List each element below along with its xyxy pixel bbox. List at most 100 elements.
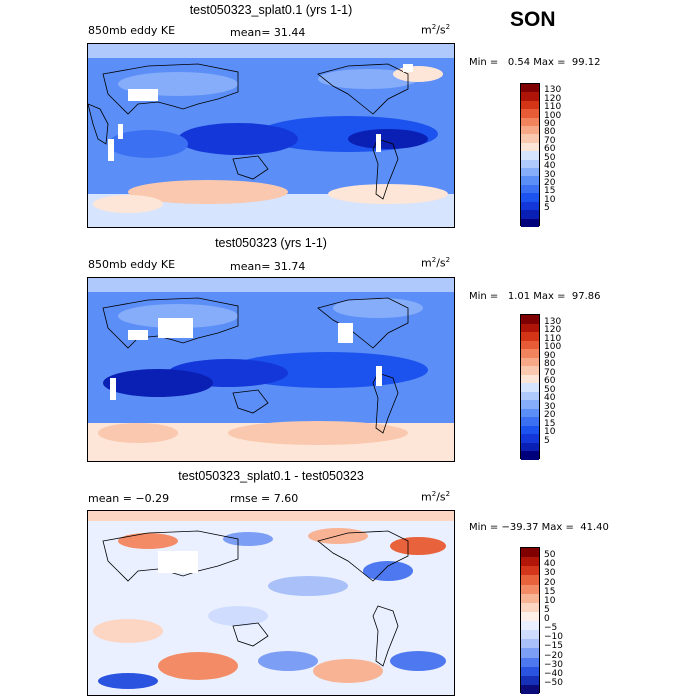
colorbar-swatch <box>521 151 539 160</box>
panel1-colorbar <box>520 83 540 227</box>
colorbar-tick-label: 60 <box>544 144 556 155</box>
colorbar-swatch <box>521 210 539 219</box>
colorbar-tick-label: 5 <box>544 435 550 446</box>
colorbar-swatch <box>521 218 539 227</box>
panel2-title: test050323 (yrs 1-1) <box>215 236 327 250</box>
colorbar-swatch <box>521 340 539 350</box>
colorbar-tick-label: 120 <box>544 93 562 104</box>
panel1-map <box>87 43 455 228</box>
colorbar-tick-label: 120 <box>544 325 562 336</box>
colorbar-swatch <box>521 639 539 649</box>
colorbar-tick-label: 80 <box>544 359 556 370</box>
colorbar-swatch <box>521 374 539 384</box>
colorbar-swatch <box>521 451 539 460</box>
panel3-colorbar <box>520 547 540 694</box>
colorbar-swatch <box>521 593 539 603</box>
colorbar-tick-label: 10 <box>544 427 556 438</box>
colorbar-tick-label: 5 <box>544 604 550 615</box>
panel3-map <box>87 510 455 696</box>
colorbar-swatch <box>521 193 539 202</box>
colorbar-tick-label: −10 <box>544 632 563 643</box>
colorbar-tick-label: 20 <box>544 577 556 588</box>
panel3-min-max: Min = −39.37 Max = 41.40 <box>469 522 609 533</box>
colorbar-tick-label: 20 <box>544 177 556 188</box>
colorbar-tick-label: 110 <box>544 102 562 113</box>
colorbar-swatch <box>521 142 539 152</box>
colorbar-swatch <box>521 566 539 576</box>
colorbar-tick-label: 70 <box>544 367 556 378</box>
colorbar-swatch <box>521 602 539 612</box>
colorbar-tick-label: 50 <box>544 384 556 395</box>
colorbar-tick-label: 80 <box>544 127 556 138</box>
colorbar-tick-label: 40 <box>544 559 556 570</box>
colorbar-tick-label: 50 <box>544 152 556 163</box>
colorbar-swatch <box>521 84 539 93</box>
colorbar-tick-label: −30 <box>544 659 563 670</box>
colorbar-swatch <box>521 621 539 631</box>
colorbar-swatch <box>521 126 539 135</box>
colorbar-tick-label: 130 <box>544 85 562 96</box>
colorbar-swatch <box>521 675 539 685</box>
colorbar-swatch <box>521 434 539 443</box>
colorbar-tick-label: 100 <box>544 110 562 121</box>
colorbar-swatch <box>521 400 539 409</box>
colorbar-tick-label: 50 <box>544 550 556 561</box>
colorbar-swatch <box>521 442 539 452</box>
colorbar-tick-label: 10 <box>544 194 556 205</box>
colorbar-tick-label: 20 <box>544 410 556 421</box>
colorbar-tick-label: 5 <box>544 203 550 214</box>
colorbar-tick-label: −15 <box>544 641 563 652</box>
colorbar-swatch <box>521 134 539 143</box>
panel1-mean-label: mean= 31.44 <box>230 26 306 39</box>
colorbar-tick-label: 10 <box>544 595 556 606</box>
colorbar-swatch <box>521 611 539 621</box>
colorbar-swatch <box>521 349 539 358</box>
colorbar-tick-label: 90 <box>544 350 556 361</box>
panel1-min-max: Min = 0.54 Max = 99.12 <box>469 57 601 68</box>
colorbar-tick-label: 70 <box>544 135 556 146</box>
colorbar-swatch <box>521 684 539 694</box>
colorbar-swatch <box>521 417 539 426</box>
colorbar-tick-label: 15 <box>544 586 556 597</box>
colorbar-swatch <box>521 168 539 177</box>
colorbar-tick-label: −40 <box>544 668 563 679</box>
colorbar-tick-label: 15 <box>544 418 556 429</box>
colorbar-swatch <box>521 557 539 567</box>
colorbar-tick-label: 40 <box>544 393 556 404</box>
colorbar-tick-label: −50 <box>544 677 563 688</box>
colorbar-swatch <box>521 332 539 341</box>
colorbar-swatch <box>521 357 539 367</box>
colorbar-swatch <box>521 657 539 667</box>
colorbar-tick-label: 30 <box>544 169 556 180</box>
colorbar-swatch <box>521 117 539 127</box>
panel2-map-svg <box>88 278 454 461</box>
panel3-mean-label: mean = −0.29 <box>88 492 170 505</box>
colorbar-swatch <box>521 92 539 101</box>
colorbar-swatch <box>521 184 539 194</box>
colorbar-swatch <box>521 584 539 594</box>
panel3-title: test050323_splat0.1 - test050323 <box>178 469 364 483</box>
colorbar-swatch <box>521 630 539 640</box>
panel2-colorbar <box>520 314 540 460</box>
colorbar-swatch <box>521 391 539 401</box>
colorbar-tick-label: 110 <box>544 333 562 344</box>
panel1-map-svg <box>88 44 454 227</box>
season-label: SON <box>510 8 556 31</box>
colorbar-swatch <box>521 408 539 418</box>
panel1-variable-label: 850mb eddy KE <box>88 24 176 37</box>
colorbar-swatch <box>521 548 539 558</box>
colorbar-swatch <box>521 100 539 110</box>
panel2-units: m2/s2 <box>421 256 451 270</box>
colorbar-swatch <box>521 666 539 676</box>
colorbar-tick-label: 15 <box>544 186 556 197</box>
panel3-map-svg <box>88 511 454 695</box>
colorbar-swatch <box>521 648 539 658</box>
colorbar-tick-label: 0 <box>544 614 550 624</box>
colorbar-swatch <box>521 366 539 375</box>
panel2-map <box>87 277 455 462</box>
colorbar-tick-label: −20 <box>544 650 563 661</box>
colorbar-swatch <box>521 176 539 185</box>
panel3-units: m2/s2 <box>421 490 451 504</box>
colorbar-swatch <box>521 201 539 211</box>
colorbar-swatch <box>521 383 539 392</box>
